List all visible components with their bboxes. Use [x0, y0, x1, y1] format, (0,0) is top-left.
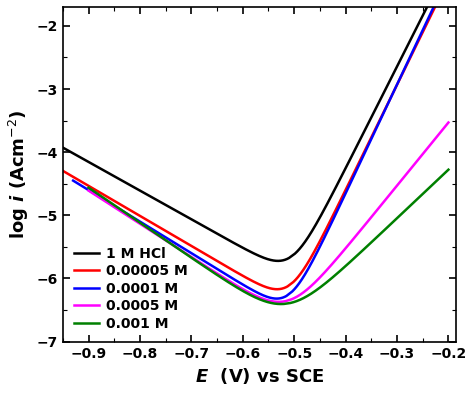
0.00005 M: [300, 268, 306, 273]
1 M HCl: [416, 22, 421, 26]
0.00005 M: [92, 187, 98, 192]
0.0001 M: [274, 296, 280, 301]
0.001 M: [405, 206, 411, 210]
0.0005 M: [237, 285, 242, 290]
0.0001 M: [119, 208, 125, 213]
0.001 M: [278, 302, 284, 307]
Line: 0.00005 M: 0.00005 M: [63, 0, 441, 289]
Line: 0.0001 M: 0.0001 M: [73, 0, 439, 299]
1 M HCl: [116, 176, 121, 181]
1 M HCl: [359, 134, 365, 138]
Line: 0.0005 M: 0.0005 M: [89, 123, 448, 302]
Line: 1 M HCl: 1 M HCl: [63, 0, 433, 261]
0.001 M: [439, 173, 445, 178]
0.001 M: [253, 295, 258, 300]
0.001 M: [130, 216, 136, 220]
1 M HCl: [275, 259, 281, 263]
Y-axis label: log $\bfit{i}$ (Acm$^{-2}$): log $\bfit{i}$ (Acm$^{-2}$): [7, 109, 31, 239]
Line: 0.001 M: 0.001 M: [89, 170, 448, 304]
0.0005 M: [86, 188, 91, 193]
0.001 M: [154, 231, 159, 236]
0.0005 M: [276, 299, 282, 304]
0.00005 M: [373, 126, 379, 130]
0.001 M: [446, 167, 451, 172]
0.00005 M: [60, 169, 66, 173]
1 M HCl: [334, 183, 340, 188]
Legend: 1 M HCl, 0.00005 M, 0.0001 M, 0.0005 M, 0.001 M: 1 M HCl, 0.00005 M, 0.0001 M, 0.0005 M, …: [70, 242, 192, 335]
X-axis label: $\bfit{E}$  (V) vs SCE: $\bfit{E}$ (V) vs SCE: [195, 366, 324, 386]
0.0005 M: [405, 169, 411, 174]
0.0001 M: [373, 127, 379, 132]
0.0001 M: [290, 289, 295, 294]
1 M HCl: [392, 68, 398, 73]
0.0005 M: [131, 217, 137, 222]
0.00005 M: [347, 178, 353, 183]
0.0001 M: [70, 178, 76, 183]
1 M HCl: [60, 145, 66, 150]
0.00005 M: [274, 287, 280, 292]
0.0001 M: [301, 273, 307, 278]
0.0005 M: [446, 120, 451, 125]
0.00005 M: [298, 272, 303, 276]
0.0001 M: [314, 251, 319, 255]
0.00005 M: [336, 201, 342, 206]
0.001 M: [86, 185, 91, 190]
0.0005 M: [154, 232, 160, 237]
0.001 M: [236, 286, 241, 291]
0.0001 M: [302, 272, 308, 276]
0.0005 M: [254, 294, 260, 299]
1 M HCl: [340, 171, 346, 176]
0.0005 M: [439, 128, 445, 132]
